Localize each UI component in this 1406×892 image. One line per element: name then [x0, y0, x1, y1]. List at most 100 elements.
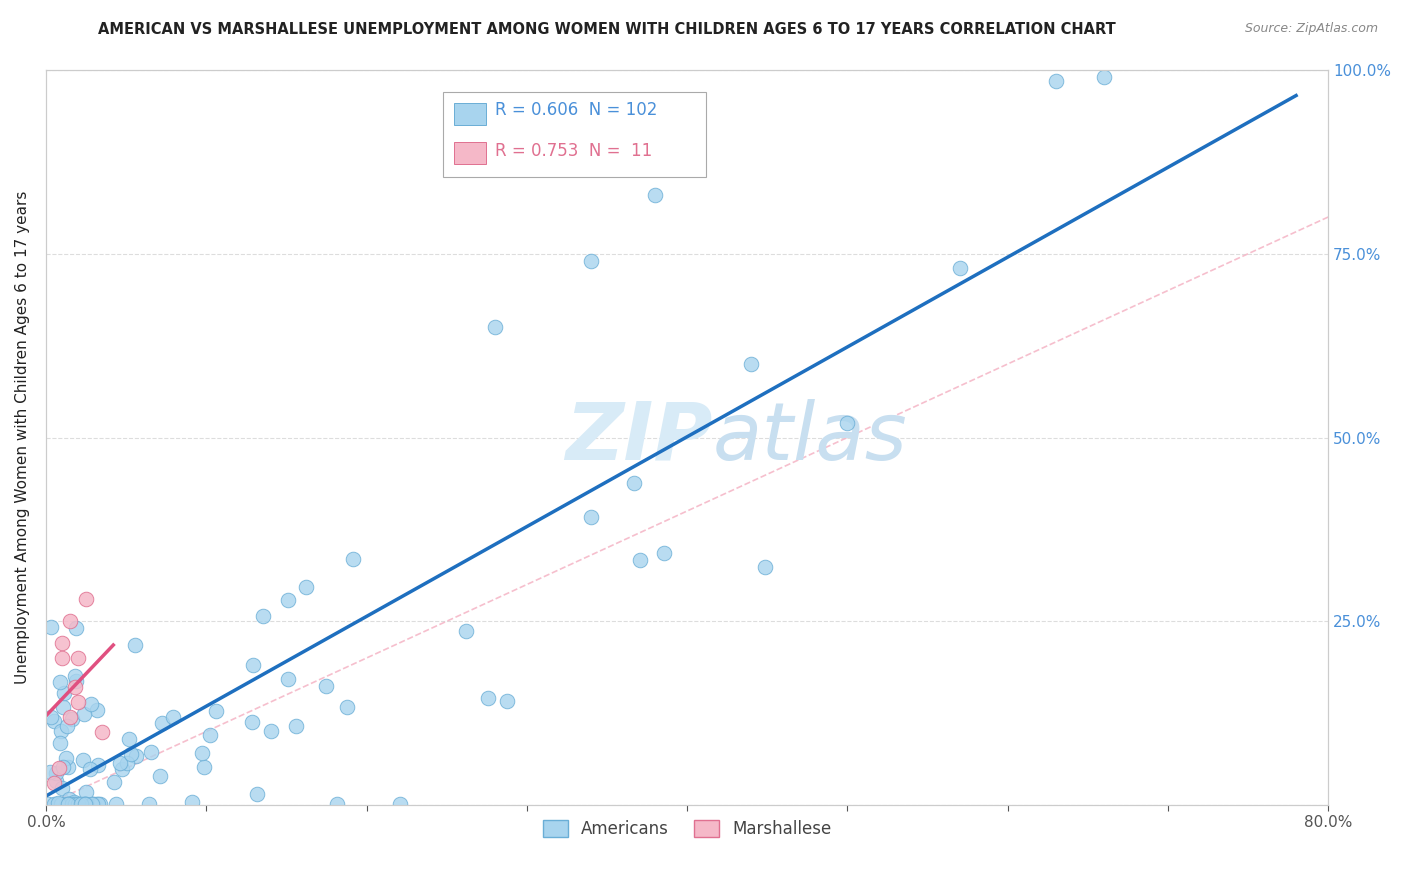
- Point: [139, 745, 162, 759]
- FancyBboxPatch shape: [454, 103, 485, 125]
- Point: [495, 694, 517, 708]
- Point: [75, 797, 97, 812]
- Point: [82, 797, 104, 812]
- Point: [456, 624, 478, 638]
- Point: [277, 672, 299, 686]
- Point: [948, 261, 970, 276]
- Point: [73, 707, 96, 722]
- Legend: Americans, Marshallese: Americans, Marshallese: [536, 813, 838, 845]
- Point: [105, 797, 128, 812]
- Point: [58, 797, 80, 812]
- Point: [138, 797, 160, 812]
- Y-axis label: Unemployment Among Women with Children Ages 6 to 17 years: Unemployment Among Women with Children A…: [15, 191, 30, 684]
- Point: [336, 700, 359, 714]
- Point: [108, 756, 131, 770]
- Point: [46, 796, 69, 810]
- Point: [284, 719, 307, 733]
- Point: [75, 785, 97, 799]
- Point: [86, 797, 108, 812]
- Point: [65, 621, 87, 635]
- Point: [86, 703, 108, 717]
- Point: [63, 795, 86, 809]
- Point: [623, 476, 645, 491]
- Point: [59, 710, 82, 724]
- Point: [1092, 70, 1115, 85]
- Point: [56, 719, 79, 733]
- Point: [49, 797, 72, 812]
- Point: [48, 797, 70, 812]
- Point: [193, 759, 215, 773]
- Point: [162, 710, 184, 724]
- Point: [37, 797, 59, 812]
- Point: [42, 797, 65, 812]
- Point: [56, 797, 79, 812]
- Point: [63, 681, 86, 695]
- Point: [86, 797, 108, 812]
- Point: [477, 690, 499, 705]
- Point: [66, 797, 89, 812]
- Point: [260, 723, 283, 738]
- Text: R = 0.606  N = 102: R = 0.606 N = 102: [495, 102, 657, 120]
- Text: R = 0.753  N =  11: R = 0.753 N = 11: [495, 142, 652, 160]
- Point: [740, 357, 762, 371]
- Point: [55, 797, 77, 812]
- Point: [180, 796, 202, 810]
- Point: [628, 553, 651, 567]
- Point: [79, 762, 101, 776]
- Point: [75, 797, 97, 812]
- Point: [115, 756, 138, 770]
- Point: [276, 592, 298, 607]
- Point: [62, 797, 84, 812]
- Point: [150, 716, 173, 731]
- Point: [60, 797, 83, 812]
- Text: AMERICAN VS MARSHALLESE UNEMPLOYMENT AMONG WOMEN WITH CHILDREN AGES 6 TO 17 YEAR: AMERICAN VS MARSHALLESE UNEMPLOYMENT AMO…: [98, 22, 1116, 37]
- Point: [58, 792, 80, 806]
- Point: [149, 769, 172, 783]
- Point: [83, 797, 105, 812]
- Point: [42, 776, 65, 790]
- Point: [326, 797, 349, 812]
- Point: [484, 320, 506, 334]
- Point: [49, 736, 72, 750]
- Point: [51, 781, 73, 796]
- Point: [56, 760, 79, 774]
- Point: [198, 728, 221, 742]
- Point: [75, 797, 97, 812]
- Point: [65, 673, 87, 688]
- FancyBboxPatch shape: [443, 92, 706, 177]
- Point: [70, 797, 93, 812]
- Point: [49, 675, 72, 690]
- Point: [73, 797, 96, 812]
- Point: [315, 679, 337, 693]
- Point: [45, 773, 67, 788]
- Point: [1045, 74, 1067, 88]
- Text: ZIP: ZIP: [565, 399, 713, 476]
- Point: [579, 254, 602, 268]
- Point: [55, 751, 77, 765]
- Point: [579, 510, 602, 524]
- Point: [124, 749, 146, 764]
- Point: [45, 766, 67, 780]
- Point: [242, 658, 264, 673]
- Point: [388, 797, 411, 812]
- Point: [837, 416, 859, 430]
- Point: [52, 686, 75, 700]
- Point: [39, 620, 62, 634]
- Point: [80, 797, 103, 812]
- Point: [91, 724, 114, 739]
- Point: [89, 797, 111, 812]
- Point: [51, 724, 73, 739]
- Point: [295, 580, 318, 594]
- FancyBboxPatch shape: [454, 142, 485, 164]
- Point: [42, 714, 65, 729]
- Point: [342, 552, 364, 566]
- Point: [87, 758, 110, 772]
- Point: [67, 797, 90, 812]
- Point: [59, 614, 82, 628]
- Point: [39, 710, 62, 724]
- Point: [48, 761, 70, 775]
- Point: [38, 764, 60, 779]
- Point: [252, 609, 274, 624]
- Text: Source: ZipAtlas.com: Source: ZipAtlas.com: [1244, 22, 1378, 36]
- Point: [246, 787, 269, 801]
